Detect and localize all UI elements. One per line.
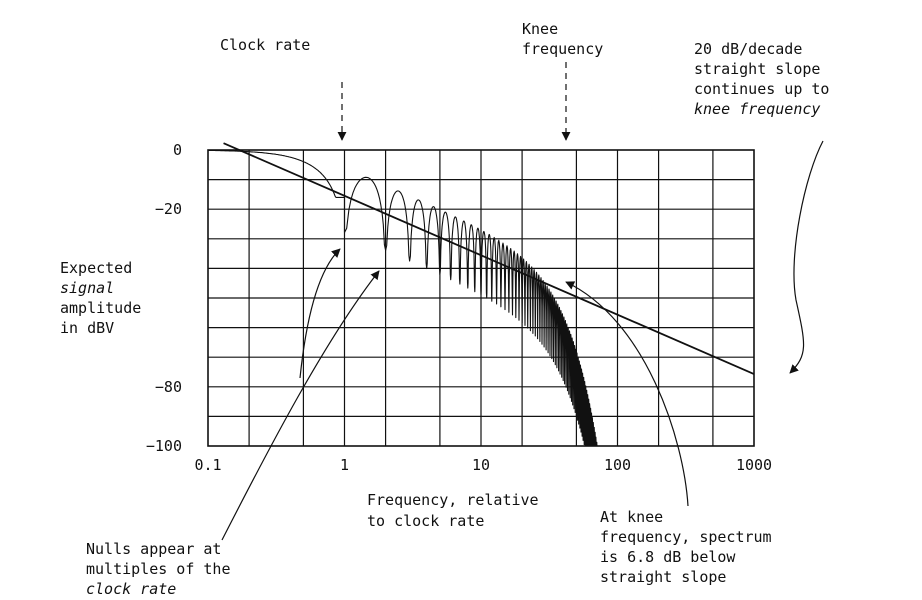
grid [207,149,755,447]
x-tick-label: 100 [604,456,631,474]
clock-rate-label: Clock rate [220,36,310,54]
slope-note-1: 20 dB/decade [694,40,802,58]
slope-note-4: knee frequency [694,100,820,118]
y-tick-label: −100 [146,437,182,455]
nulls-note-2: multiples of the [86,560,231,578]
knee-below-note-2: frequency, spectrum [600,528,772,546]
ylabel-1: Expected [60,259,132,277]
slope-note-arrow [789,140,824,374]
knee-frequency-label-2: frequency [522,40,603,58]
ylabel-2: signal [60,279,114,297]
knee-frequency-label-1: Knee [522,20,558,38]
x-tick-label: 1000 [736,456,772,474]
x-tick-label: 0.1 [194,456,221,474]
x-tick-label: 1 [340,456,349,474]
y-tick-label: −20 [155,200,182,218]
x-tick-label: 10 [472,456,490,474]
slope-note-2: straight slope [694,60,820,78]
y-tick-label: −80 [155,378,182,396]
xlabel-1: Frequency, relative [367,491,539,509]
knee-below-note-4: straight slope [600,568,726,586]
slope-note-3: continues up to [694,80,829,98]
xlabel-2: to clock rate [367,512,484,530]
ylabel-3: amplitude [60,299,141,317]
knee-below-arrow [565,281,689,507]
straight-slope-line [223,142,755,375]
nulls-note-1: Nulls appear at [86,540,221,558]
knee-below-note-3: is 6.8 dB below [600,548,736,566]
knee-below-note-1: At knee [600,508,663,526]
y-tick-label: 0 [173,141,182,159]
straight-slope-series [223,142,755,375]
spectrum-line [208,149,634,447]
null-arrow-1 [299,248,341,379]
spectrum-series [208,149,634,447]
null-arrow-2 [221,270,380,541]
axis-ticks: 0.1 1 10 100 1000 0 −20 −80 −100 [146,141,772,474]
ylabel-4: in dBV [60,319,114,337]
nulls-note-3: clock rate [86,580,176,598]
